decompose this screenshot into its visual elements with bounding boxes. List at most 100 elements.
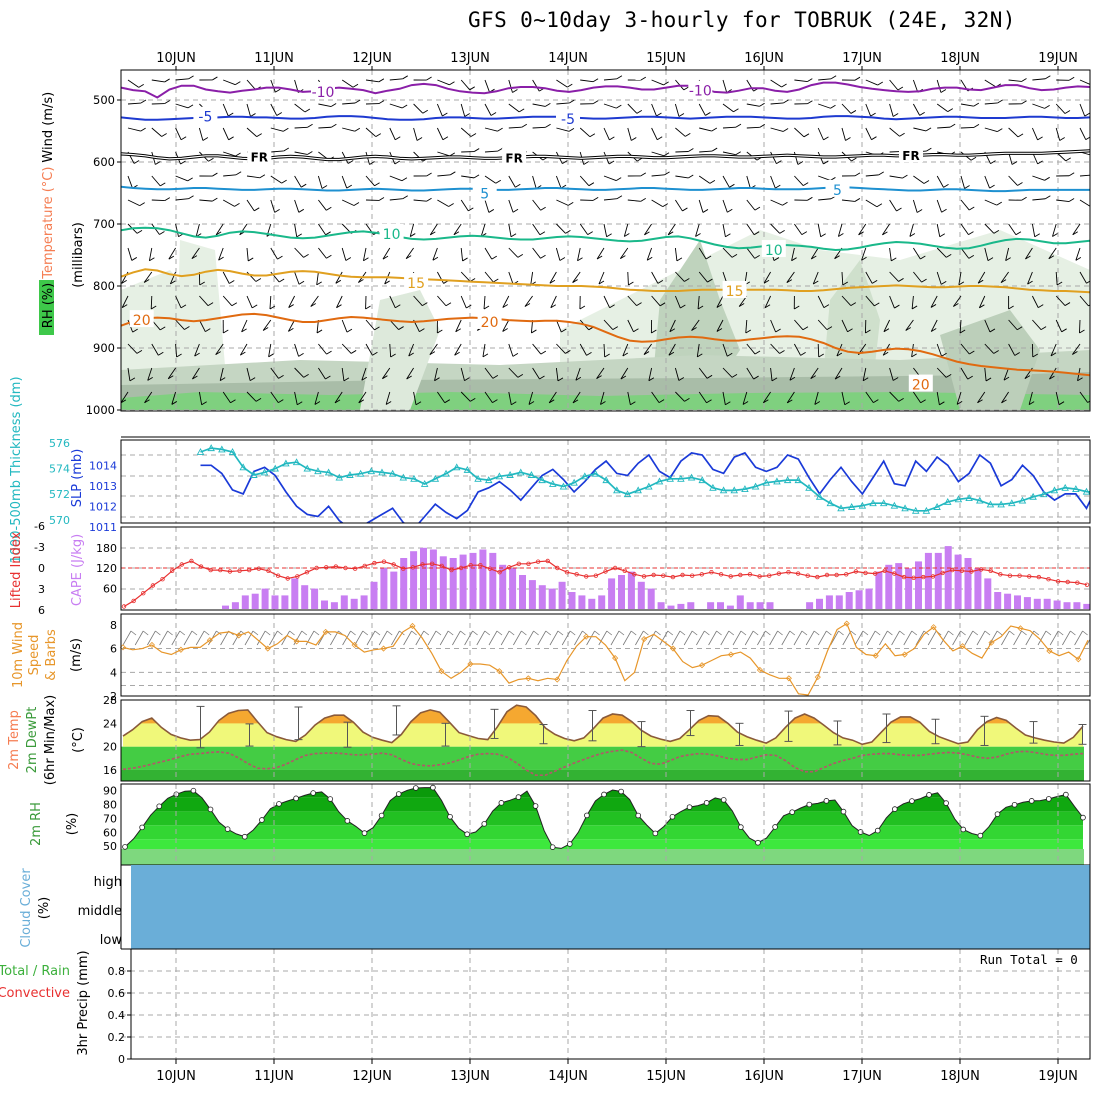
cape-bar [717, 602, 724, 609]
wind-barb-flag [755, 207, 760, 210]
wind-barb [1032, 176, 1044, 180]
contour-label: 15 [726, 284, 744, 300]
wind-barb-10m [538, 631, 546, 645]
rh-point [807, 802, 812, 807]
wind-barb [866, 200, 877, 207]
wind-barb [247, 200, 254, 211]
wind-barb [747, 200, 755, 210]
cape-bar [450, 558, 457, 609]
wind-barb-10m [1001, 631, 1009, 645]
wind-barb-flag [275, 89, 280, 92]
wind-barb-flag [1085, 113, 1090, 116]
wind-barb [199, 128, 202, 141]
wind-barb-flag [926, 128, 931, 131]
rh-point [721, 797, 726, 802]
wind-barb-flag [1069, 77, 1074, 80]
wind-barb-flag [326, 255, 331, 258]
wind-barb-flag [616, 105, 621, 108]
contour-label: -5 [198, 110, 212, 126]
wind-barb-10m-flag [997, 631, 1002, 635]
wind-barb-flag [879, 172, 884, 175]
cape-bar [757, 602, 764, 609]
cape-bar [1064, 602, 1071, 609]
wind-barb-10m-flag [277, 631, 282, 635]
wind-barb-flag [235, 203, 240, 206]
wind-barb [461, 272, 470, 281]
wind-barb-flag [160, 183, 165, 186]
wind-barb [699, 104, 705, 115]
wind-barb-10m-flag [1046, 631, 1051, 635]
slp-tick-label: 1012 [89, 500, 117, 513]
wind-barb-flag [897, 208, 902, 211]
cape-bar [578, 595, 585, 609]
wind-barb [223, 104, 228, 116]
wind-barb [794, 80, 807, 82]
y-axis-label-upper-part: Temperature (°C) [41, 167, 56, 280]
wind-barb-flag [830, 105, 835, 108]
wind-barb-flag [941, 89, 946, 92]
cape-bar [648, 589, 655, 609]
wind-barb [295, 127, 308, 128]
wind-barb-10m [684, 631, 692, 645]
wind-barb-flag [402, 178, 407, 181]
wind-barb-flag [831, 76, 836, 79]
cape-bar [747, 602, 754, 609]
wind-barb-flag [449, 204, 454, 207]
wind-tick-label: 4 [110, 666, 117, 679]
cape-bar [945, 546, 952, 609]
wind-barb [509, 272, 513, 284]
contour-label: 15 [407, 276, 425, 292]
wind-barb-flag [974, 124, 979, 127]
wind-barb [509, 104, 519, 112]
wind-barb-10m-flag [631, 631, 636, 635]
wind-barb-flag [513, 353, 518, 356]
cape-bar [1004, 594, 1011, 609]
rh-point [704, 800, 709, 805]
wind-barb-flag [423, 110, 428, 113]
wind-barb-flag [489, 209, 494, 212]
wind-barb-10m-flag [424, 631, 429, 635]
wind-barb [263, 320, 271, 331]
y-axis-label-wind-b-part: Speed [27, 635, 42, 676]
y-axis-label-rh-part: 2m RH [29, 802, 44, 846]
wind-barb-flag [677, 258, 682, 261]
wind-barb [390, 79, 403, 80]
wind-barb-10m-flag [912, 631, 917, 635]
y-axis-label-wind-c-part: & Barbs [44, 629, 59, 681]
rh-band-low [121, 849, 1084, 865]
wind-barb [318, 104, 331, 107]
cape-bar [281, 595, 288, 609]
wind-barb-flag [299, 281, 304, 284]
x-tick-label-bottom: 15JUN [646, 1069, 686, 1084]
wind-barb [771, 80, 782, 87]
wind-barb-flag [468, 208, 473, 211]
wind-barb-10m [526, 631, 534, 645]
wind-barb-flag [1069, 199, 1074, 202]
cape-bar [826, 595, 833, 609]
wind-barb-10m [428, 631, 436, 645]
wind-barb-10m-flag [973, 631, 978, 635]
wind-barb [818, 344, 819, 357]
wind-barb [342, 320, 347, 332]
contour-label: FR [505, 152, 522, 166]
wind-barb-10m [794, 631, 802, 645]
wind-barb-10m-flag [802, 631, 807, 635]
wind-barb-flag [1066, 158, 1071, 161]
wind-barb-10m-flag [375, 631, 380, 635]
wind-barb-flag [331, 124, 336, 127]
wind-barb [390, 199, 403, 200]
wind-barb-flag [823, 137, 828, 140]
wind-barb-flag [641, 198, 646, 201]
wind-barb-flag [821, 234, 826, 237]
wind-barb-flag [531, 330, 536, 333]
wind-barb [556, 128, 569, 131]
rh-point [978, 833, 983, 838]
y-axis-label-precip: 3hr Precip (mm) [76, 950, 91, 1055]
wind-barb-flag [139, 84, 144, 87]
wind-barb [985, 224, 994, 233]
cape-bar [638, 582, 645, 609]
wind-barb [509, 176, 516, 187]
x-tick-label-top: 12JUN [352, 51, 392, 66]
rh-point [892, 807, 897, 812]
